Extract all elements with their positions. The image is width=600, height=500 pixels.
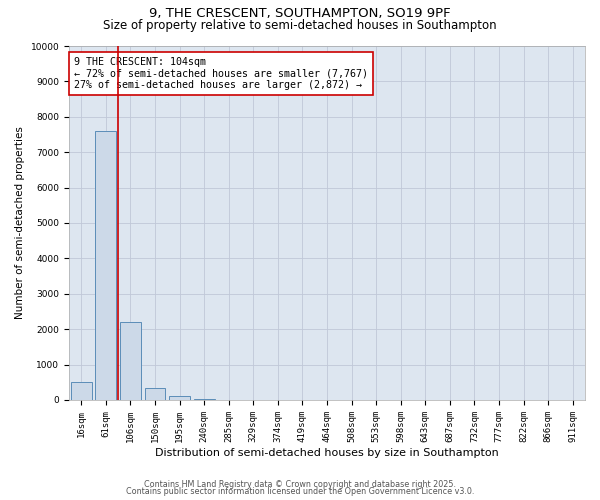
Y-axis label: Number of semi-detached properties: Number of semi-detached properties bbox=[15, 126, 25, 320]
Text: 9, THE CRESCENT, SOUTHAMPTON, SO19 9PF: 9, THE CRESCENT, SOUTHAMPTON, SO19 9PF bbox=[149, 8, 451, 20]
Bar bbox=[95, 131, 116, 400]
Text: Size of property relative to semi-detached houses in Southampton: Size of property relative to semi-detach… bbox=[103, 18, 497, 32]
Text: Contains HM Land Registry data © Crown copyright and database right 2025.: Contains HM Land Registry data © Crown c… bbox=[144, 480, 456, 489]
Bar bbox=[169, 396, 190, 400]
Bar bbox=[145, 388, 166, 400]
Text: 9 THE CRESCENT: 104sqm
← 72% of semi-detached houses are smaller (7,767)
27% of : 9 THE CRESCENT: 104sqm ← 72% of semi-det… bbox=[74, 56, 368, 90]
X-axis label: Distribution of semi-detached houses by size in Southampton: Distribution of semi-detached houses by … bbox=[155, 448, 499, 458]
Text: Contains public sector information licensed under the Open Government Licence v3: Contains public sector information licen… bbox=[126, 487, 474, 496]
Bar bbox=[120, 322, 141, 400]
Bar bbox=[71, 382, 92, 400]
